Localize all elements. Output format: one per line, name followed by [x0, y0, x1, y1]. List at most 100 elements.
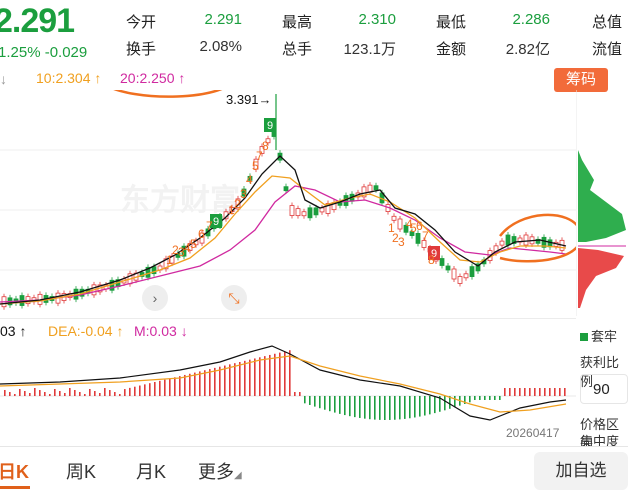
- tab-more[interactable]: 更多◢: [198, 462, 242, 482]
- macd-bar: [464, 396, 466, 404]
- candle: [505, 234, 511, 246]
- candle: [325, 203, 331, 214]
- macd-bar: [94, 391, 96, 396]
- svg-text:7: 7: [206, 219, 213, 233]
- macd-bar: [39, 390, 41, 396]
- svg-text:6: 6: [198, 227, 205, 241]
- macd-bar: [564, 388, 566, 396]
- macd-bar: [414, 396, 416, 418]
- candle: [361, 186, 367, 198]
- stat-label-open: 今开: [126, 14, 157, 31]
- td-badge-9-top: [264, 118, 276, 132]
- expand-chart-button[interactable]: ⤡: [221, 285, 247, 311]
- macd-bar: [554, 388, 556, 396]
- svg-text:5: 5: [410, 221, 417, 235]
- candle: [463, 273, 469, 279]
- stat-value-turnover: 2.08%: [199, 38, 242, 55]
- macd-bar: [259, 357, 261, 396]
- kline-chart[interactable]: 东方财富 3.391→ 9 9 9 12 3 4 56 71 2 345 78 12 3…: [0, 90, 576, 330]
- tab-daily-k[interactable]: 日K: [0, 462, 29, 482]
- macd-bar: [559, 388, 561, 396]
- chip-loss-area: [578, 248, 624, 308]
- macd-bar: [364, 396, 366, 419]
- concentration-label: 集中度: [580, 434, 620, 449]
- macd-bar: [224, 365, 226, 396]
- candle: [373, 185, 379, 191]
- macd-bar: [164, 379, 166, 396]
- macd-bar: [504, 388, 506, 396]
- macd-dea-line: [0, 355, 567, 413]
- macd-bar: [309, 396, 311, 405]
- macd-bar: [139, 385, 141, 396]
- date-label: 20260417: [506, 426, 560, 440]
- macd-bar: [389, 396, 391, 420]
- macd-bar: [349, 396, 351, 417]
- macd-bar: [114, 392, 116, 396]
- svg-text:6: 6: [416, 219, 423, 233]
- macd-dif-line: [0, 345, 567, 421]
- candle: [187, 243, 193, 251]
- svg-text:1: 1: [166, 253, 173, 267]
- candle: [181, 245, 187, 257]
- macd-bar: [314, 396, 316, 407]
- macd-bar: [184, 374, 186, 396]
- macd-bar: [374, 396, 376, 420]
- macd-bar: [169, 378, 171, 396]
- macd-bar: [404, 396, 406, 419]
- macd-bar: [294, 392, 296, 396]
- macd-bar: [179, 376, 181, 396]
- dropdown-corner-icon: ◢: [234, 470, 242, 481]
- macd-bar: [29, 393, 31, 396]
- ma20-line: [0, 185, 567, 303]
- macd-bar: [254, 358, 256, 396]
- candle: [421, 240, 427, 248]
- macd-bar: [359, 396, 361, 418]
- svg-text:5: 5: [252, 159, 259, 173]
- ma10-label: 10:2.304 ↑: [36, 70, 102, 86]
- ma-cut-marker: ↓: [0, 71, 7, 87]
- macd-bar: [174, 377, 176, 396]
- macd-bar: [34, 388, 36, 396]
- macd-bar: [154, 382, 156, 396]
- divider: [0, 318, 576, 319]
- stat-label-mcap: 总值: [592, 14, 623, 31]
- macd-bar: [534, 388, 536, 396]
- last-price: 2.291: [0, 2, 75, 40]
- chip-distribution-chart: [576, 90, 626, 316]
- svg-text:1: 1: [388, 221, 395, 235]
- bottom-tab-bar: [0, 446, 628, 501]
- chip-profit-area: [578, 150, 626, 242]
- tab-monthly-k[interactable]: 月K: [136, 462, 167, 482]
- macd-bar: [119, 394, 121, 396]
- macd-bar: [189, 373, 191, 396]
- macd-histogram: [4, 350, 566, 420]
- td-badge-9-top-text: 9: [267, 120, 273, 132]
- svg-text:5: 5: [190, 237, 197, 251]
- candle: [283, 186, 289, 192]
- macd-bar: [499, 396, 501, 400]
- macd-bar: [299, 392, 301, 396]
- tab-weekly-k[interactable]: 周K: [66, 462, 97, 482]
- candle: [469, 266, 475, 278]
- macd-dea-label: DEA:-0.04 ↑: [48, 323, 124, 339]
- macd-bar: [384, 396, 386, 420]
- add-to-watchlist-button[interactable]: 加自选: [534, 452, 628, 490]
- svg-text:3: 3: [240, 187, 247, 201]
- stat-value-open: 2.291: [204, 11, 242, 28]
- watermark: 东方财富: [120, 183, 240, 217]
- macd-bar: [279, 352, 281, 396]
- tab-active-indicator: [0, 486, 30, 489]
- scroll-right-button[interactable]: ›: [142, 285, 168, 311]
- macd-bar: [519, 388, 521, 396]
- macd-bar: [394, 396, 396, 420]
- td-badge-9-mid: [210, 214, 222, 228]
- profit-ratio-input[interactable]: 90: [580, 374, 628, 404]
- candle: [457, 276, 463, 284]
- macd-bar: [289, 350, 291, 396]
- macd-bar: [49, 394, 51, 396]
- svg-text:1: 1: [228, 203, 235, 217]
- macd-bar: [74, 390, 76, 396]
- macd-bar: [469, 396, 471, 403]
- chip-distribution-button[interactable]: 筹码: [554, 68, 608, 92]
- svg-text:8: 8: [428, 253, 435, 267]
